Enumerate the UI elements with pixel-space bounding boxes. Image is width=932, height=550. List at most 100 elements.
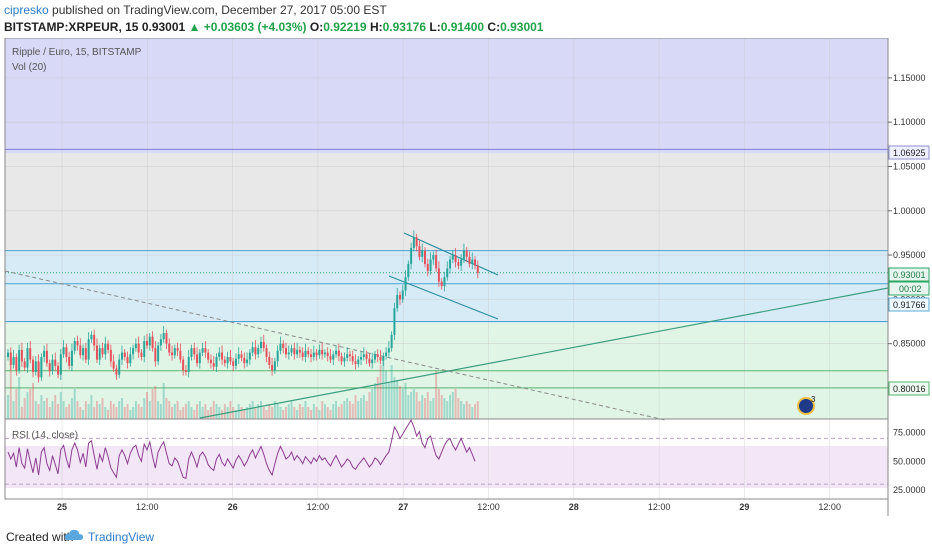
candle-body [146,341,148,346]
volume-bar [65,407,68,419]
candle-body [198,352,201,364]
price-tick-label: 0.85000 [893,339,926,349]
candle-body [293,348,296,355]
high-value: 0.93176 [382,20,427,34]
candle-body [468,256,471,264]
candle-body [182,359,185,371]
candle-body [120,352,123,360]
volume-bar [287,404,290,419]
candle-body [134,343,137,349]
volume-bar [323,404,326,419]
volume-bar [310,410,313,419]
volume-bar [118,401,121,419]
open-label: O: [309,20,324,34]
candle-body [79,345,82,356]
low-value: 0.91400 [440,20,485,34]
last-price: 0.93001 [141,20,186,34]
candle-body [190,348,193,357]
candle-body [390,334,393,349]
volume-bar [348,401,351,419]
candle-body [262,341,265,349]
author-link[interactable]: cipresko [4,3,49,17]
volume-bar [151,389,154,419]
volume-bar [387,383,390,419]
volume-bar [76,401,79,419]
chart-canvas[interactable]: Ripple / Euro, 15, BITSTAMP Vol (20) RSI… [0,38,932,520]
candle-body [365,354,368,359]
candle-body [168,343,171,353]
candle-body [360,356,363,360]
volume-bar [87,404,90,419]
volume-bar [223,404,226,419]
rsi-label: RSI (14, close) [12,430,78,441]
candle-body [348,354,351,357]
volume-bar [179,410,182,419]
volume-bar [37,404,40,419]
volume-bar [443,398,446,419]
volume-bar [454,389,457,419]
volume-bar [385,371,388,419]
volume-bar [446,401,449,419]
chart-title: Ripple / Euro, 15, BITSTAMP [12,47,142,58]
volume-bar [357,401,360,419]
candle-body [65,347,68,357]
candle-body [335,350,338,355]
candle-body [362,354,365,357]
descending-trendline [4,270,666,421]
candle-body [265,348,268,357]
candle-body [143,341,146,357]
volume-bar [137,404,140,419]
volume-bar [449,395,452,419]
candle-body [285,348,287,355]
candle-body [209,359,212,364]
volume-bar [440,395,443,419]
volume-bar [93,407,96,419]
event-icon [797,397,815,415]
open-value: 0.92219 [323,20,367,34]
candle-body [318,349,321,356]
candle-body [73,341,76,351]
volume-bar [187,401,190,419]
volume-bar [51,401,54,419]
chart-frame [4,38,889,516]
candle-body [40,356,43,378]
volume-bar [293,407,296,419]
candle-body [20,349,23,362]
volume-bar [12,401,15,419]
tradingview-link[interactable]: TradingView [88,530,155,544]
volume-bar [424,398,426,419]
volume-bar [23,398,26,419]
candle-body [268,356,271,365]
volume-bar [304,401,307,419]
volume-bar [159,404,162,419]
volume-bar [362,395,365,419]
tag-countdown-text: 00:02 [899,284,922,294]
candle-body [443,277,446,287]
volume-bar [279,407,282,419]
candle-body [132,348,135,355]
change-value: +0.03603 (+4.03%) [203,20,307,34]
candle-body [298,349,301,353]
candle-body [98,348,101,360]
candle-body [290,348,293,353]
candle-body [393,308,396,335]
volume-bar [207,410,210,419]
volume-bar [104,407,107,419]
event-badge[interactable]: 3 [797,395,816,415]
time-tick-label: 28 [569,502,579,512]
volume-bar [9,365,12,419]
candle-body [404,277,407,291]
candle-body [357,359,360,365]
volume-bar [168,401,171,419]
time-tick-label: 27 [398,502,408,512]
volume-bar [79,407,82,419]
volume-bar [285,407,287,419]
candle-body [118,359,121,375]
time-axis: 25 12:00 26 12:00 27 12:00 28 12:00 29 12:00 [57,502,841,512]
candle-body [193,348,196,355]
candle-body [218,352,221,357]
candle-body [26,348,29,368]
volume-bar [301,407,304,419]
rsi-line [7,418,476,480]
volume-bar [460,401,463,419]
